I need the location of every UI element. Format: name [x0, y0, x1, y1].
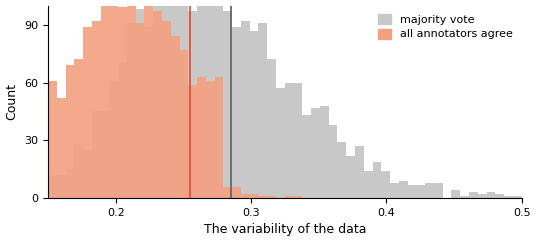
Bar	[214, 0, 224, 198]
Bar	[180, 50, 188, 198]
Bar	[364, 171, 373, 198]
Bar	[101, 0, 109, 198]
Bar	[118, 63, 127, 198]
Bar	[206, 0, 214, 198]
X-axis label: The variability of the data: The variability of the data	[204, 223, 366, 236]
Bar	[460, 196, 469, 198]
Bar	[434, 183, 443, 198]
Bar	[109, 81, 118, 198]
Bar	[338, 142, 346, 198]
Bar	[416, 185, 425, 198]
Bar	[451, 190, 460, 198]
Bar	[469, 192, 478, 198]
Bar	[399, 181, 407, 198]
Bar	[171, 0, 180, 198]
Bar	[250, 30, 258, 198]
Bar	[162, 21, 171, 198]
Bar	[407, 185, 416, 198]
Bar	[75, 144, 83, 198]
Bar	[65, 65, 75, 198]
Bar	[65, 169, 75, 198]
Bar	[232, 27, 241, 198]
Bar	[267, 60, 276, 198]
Bar	[285, 83, 294, 198]
Bar	[75, 60, 83, 198]
Bar	[267, 196, 276, 198]
Bar	[478, 194, 487, 198]
Bar	[197, 77, 206, 198]
Bar	[109, 0, 118, 198]
Bar	[48, 81, 57, 198]
Bar	[188, 11, 197, 198]
Bar	[153, 11, 162, 198]
Bar	[250, 194, 258, 198]
Bar	[355, 146, 364, 198]
Bar	[487, 192, 495, 198]
Bar	[127, 23, 136, 198]
Bar	[92, 112, 101, 198]
Bar	[83, 150, 92, 198]
Bar	[504, 196, 513, 198]
Bar	[258, 23, 267, 198]
Bar	[285, 196, 294, 198]
Bar	[311, 108, 320, 198]
Bar	[57, 175, 65, 198]
Legend: majority vote, all annotators agree: majority vote, all annotators agree	[374, 11, 516, 43]
Bar	[241, 194, 250, 198]
Bar	[153, 0, 162, 198]
Y-axis label: Count: Count	[5, 83, 19, 120]
Bar	[162, 0, 171, 198]
Bar	[373, 162, 381, 198]
Bar	[92, 21, 101, 198]
Bar	[320, 106, 329, 198]
Bar	[48, 175, 57, 198]
Bar	[144, 27, 153, 198]
Bar	[224, 187, 232, 198]
Bar	[513, 196, 522, 198]
Bar	[206, 81, 214, 198]
Bar	[180, 0, 188, 198]
Bar	[495, 194, 504, 198]
Bar	[127, 0, 136, 198]
Bar	[302, 115, 311, 198]
Bar	[425, 183, 434, 198]
Bar	[214, 77, 224, 198]
Bar	[346, 156, 355, 198]
Bar	[276, 88, 285, 198]
Bar	[101, 112, 109, 198]
Bar	[294, 83, 302, 198]
Bar	[241, 21, 250, 198]
Bar	[188, 84, 197, 198]
Bar	[171, 36, 180, 198]
Bar	[144, 0, 153, 198]
Bar	[136, 9, 144, 198]
Bar	[258, 196, 267, 198]
Bar	[294, 196, 302, 198]
Bar	[83, 27, 92, 198]
Bar	[136, 23, 144, 198]
Bar	[381, 171, 390, 198]
Bar	[232, 187, 241, 198]
Bar	[329, 125, 338, 198]
Bar	[390, 183, 399, 198]
Bar	[224, 11, 232, 198]
Bar	[57, 98, 65, 198]
Bar	[118, 8, 127, 198]
Bar	[197, 0, 206, 198]
